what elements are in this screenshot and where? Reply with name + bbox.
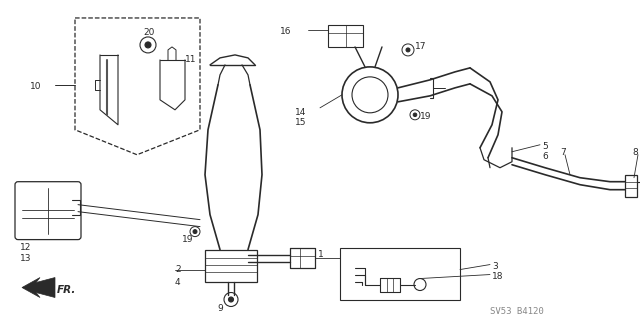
Text: 4: 4 <box>175 278 180 286</box>
Circle shape <box>145 42 151 48</box>
Polygon shape <box>75 18 200 155</box>
Bar <box>328 25 363 47</box>
Circle shape <box>228 297 234 302</box>
Text: 9: 9 <box>217 305 223 314</box>
Text: 2: 2 <box>175 264 180 274</box>
Text: 10: 10 <box>30 82 42 91</box>
Text: SV53 B4120: SV53 B4120 <box>490 308 544 316</box>
Bar <box>625 175 637 197</box>
Text: 14: 14 <box>295 108 307 117</box>
Circle shape <box>193 230 197 234</box>
Bar <box>340 248 460 300</box>
Text: 13: 13 <box>20 254 31 263</box>
Bar <box>205 249 257 282</box>
Text: 11: 11 <box>185 55 196 64</box>
Text: 17: 17 <box>415 42 426 51</box>
Text: 19: 19 <box>182 234 193 244</box>
Text: 12: 12 <box>20 242 31 252</box>
Text: 16: 16 <box>280 27 291 36</box>
Text: 6: 6 <box>542 152 548 161</box>
FancyBboxPatch shape <box>15 182 81 240</box>
Text: FR.: FR. <box>57 285 76 294</box>
Text: 7: 7 <box>560 148 566 157</box>
Text: 8: 8 <box>632 148 637 157</box>
Text: 3: 3 <box>492 262 498 271</box>
Text: 20: 20 <box>143 28 154 37</box>
Circle shape <box>406 48 410 52</box>
Text: 15: 15 <box>295 118 307 127</box>
Text: 18: 18 <box>492 271 504 280</box>
Text: 1: 1 <box>318 249 324 259</box>
Circle shape <box>413 113 417 117</box>
Text: 19: 19 <box>420 112 431 121</box>
Text: 5: 5 <box>542 142 548 151</box>
Polygon shape <box>22 278 55 298</box>
